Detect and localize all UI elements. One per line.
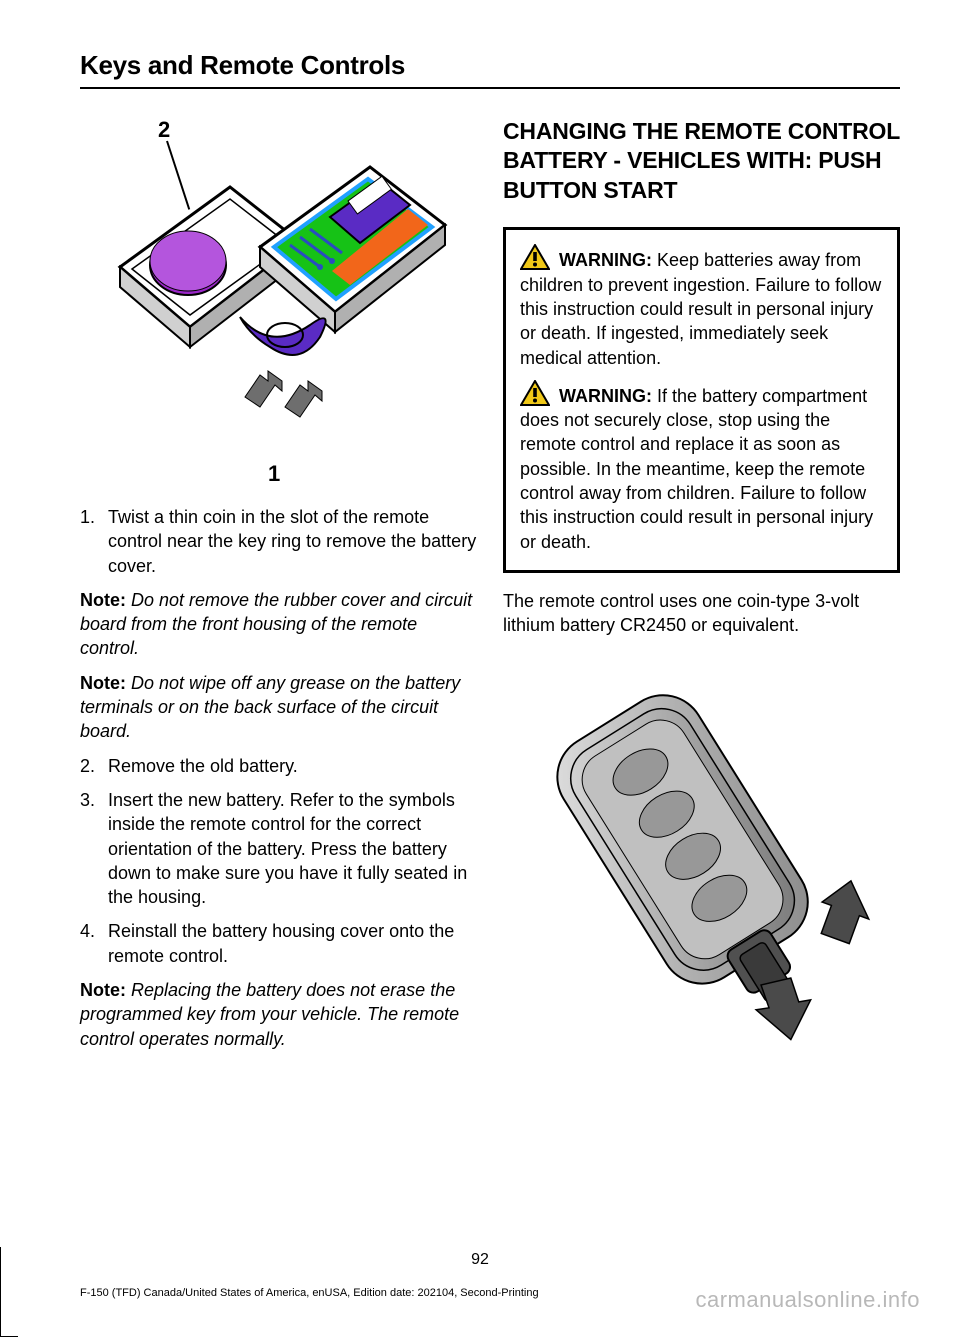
step-text: Insert the new battery. Refer to the sym… xyxy=(108,788,477,909)
step-1: 1. Twist a thin coin in the slot of the … xyxy=(80,505,477,578)
footer-text: F-150 (TFD) Canada/United States of Amer… xyxy=(80,1287,539,1299)
remote-open-figure: 2 1 xyxy=(80,117,477,487)
note-label: Note: xyxy=(80,673,126,693)
two-column-layout: 2 1 xyxy=(80,117,900,1061)
watermark-text: carmanualsonline.info xyxy=(695,1287,920,1313)
callout-2-label: 2 xyxy=(158,117,170,143)
note-label: Note: xyxy=(80,980,126,1000)
remote-open-svg xyxy=(110,157,450,467)
note-body: Replacing the battery does not erase the… xyxy=(80,980,459,1049)
step-3: 3. Insert the new battery. Refer to the … xyxy=(80,788,477,909)
warning-2: WARNING: If the battery compartment does… xyxy=(520,380,883,554)
note-3: Note: Replacing the battery does not era… xyxy=(80,978,477,1051)
keyfob-figure xyxy=(503,651,900,1051)
step-number: 4. xyxy=(80,919,108,968)
note-body: Do not wipe off any grease on the batter… xyxy=(80,673,460,742)
step-text: Remove the old battery. xyxy=(108,754,298,778)
page-number: 92 xyxy=(0,1251,960,1269)
step-2: 2. Remove the old battery. xyxy=(80,754,477,778)
step-text: Twist a thin coin in the slot of the rem… xyxy=(108,505,477,578)
right-column: CHANGING THE REMOTE CONTROL BATTERY - VE… xyxy=(503,117,900,1061)
warning-box: WARNING: Keep batteries away from childr… xyxy=(503,227,900,573)
header-rule xyxy=(80,87,900,89)
step-number: 2. xyxy=(80,754,108,778)
arrow-down-icon xyxy=(812,875,879,948)
left-column: 2 1 xyxy=(80,117,477,1061)
warning-triangle-icon xyxy=(520,380,550,406)
warning-label: WARNING: xyxy=(559,250,652,270)
note-2: Note: Do not wipe off any grease on the … xyxy=(80,671,477,744)
battery-info-text: The remote control uses one coin-type 3-… xyxy=(503,589,900,638)
section-heading: CHANGING THE REMOTE CONTROL BATTERY - VE… xyxy=(503,117,900,205)
warning-label: WARNING: xyxy=(559,386,652,406)
step-text: Reinstall the battery housing cover onto… xyxy=(108,919,477,968)
arrow-up-icon xyxy=(756,979,811,1041)
page-content: Keys and Remote Controls 2 1 xyxy=(0,0,960,1101)
warning-triangle-icon xyxy=(520,244,550,270)
warning-1: WARNING: Keep batteries away from childr… xyxy=(520,244,883,369)
note-label: Note: xyxy=(80,590,126,610)
keyfob-svg xyxy=(503,651,900,1051)
note-body: Do not remove the rubber cover and circu… xyxy=(80,590,472,659)
step-number: 3. xyxy=(80,788,108,909)
note-1: Note: Do not remove the rubber cover and… xyxy=(80,588,477,661)
step-number: 1. xyxy=(80,505,108,578)
warning-text: If the battery compartment does not secu… xyxy=(520,386,873,552)
arrow-icon xyxy=(245,371,322,417)
page-title: Keys and Remote Controls xyxy=(80,50,900,81)
step-4: 4. Reinstall the battery housing cover o… xyxy=(80,919,477,968)
